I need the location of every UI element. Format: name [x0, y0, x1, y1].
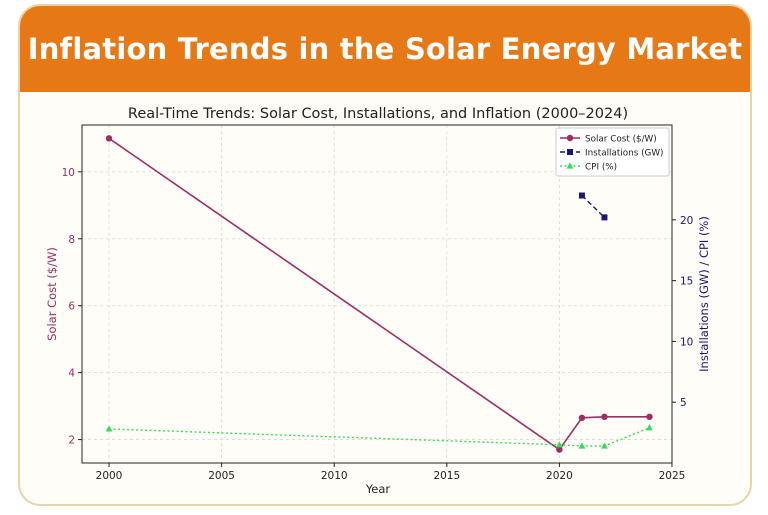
y-right-tick-label: 5: [680, 397, 687, 409]
series-line: [108, 137, 650, 451]
series-2: [105, 424, 653, 449]
data-point: [601, 214, 608, 221]
x-tick-label: 2000: [96, 470, 123, 482]
y-left-tick-label: 4: [68, 368, 75, 380]
x-tick-label: 2015: [433, 470, 460, 482]
series-layer: [105, 135, 653, 453]
legend-entry: CPI (%): [585, 163, 617, 173]
series-line: [581, 195, 605, 218]
page-title: Inflation Trends in the Solar Energy Mar…: [27, 32, 743, 66]
legend-marker: [566, 134, 574, 142]
data-point: [556, 446, 563, 453]
x-tick-label: 2010: [321, 470, 348, 482]
legend-box: [555, 127, 670, 177]
y-right-tick-label: 15: [680, 276, 693, 288]
infographic-card: Inflation Trends in the Solar Energy Mar…: [18, 4, 752, 506]
legend-entry: Installations (GW): [585, 149, 663, 159]
data-point: [646, 413, 653, 421]
legend-entry: Solar Cost ($/W): [585, 135, 657, 145]
y-right-tick-label: 20: [680, 215, 693, 227]
y-left-tick-label: 6: [68, 301, 75, 313]
x-tick-label: 2005: [208, 470, 235, 482]
data-point: [105, 135, 113, 142]
data-point: [601, 442, 608, 449]
y-right-axis-label: Installations (GW) / CPI (%): [697, 216, 711, 372]
legend: Solar Cost ($/W) Installations (GW) CPI (%…: [555, 127, 670, 177]
header-banner: Inflation Trends in the Solar Energy Mar…: [20, 6, 750, 92]
plot-frame: [81, 124, 673, 464]
legend-marker: [567, 149, 573, 155]
x-axis-label: Year: [365, 482, 391, 496]
data-point: [646, 424, 653, 431]
legend-marker: [566, 162, 574, 169]
data-point: [556, 441, 563, 448]
series-0: [105, 135, 653, 453]
y-left-axis-label: Solar Cost ($/W): [45, 247, 59, 341]
y-left-tick-label: 2: [68, 435, 75, 447]
y-left-tick-label: 8: [68, 234, 75, 246]
y-left-tick-label: 10: [62, 167, 75, 179]
data-point: [601, 413, 608, 421]
x-tick-label: 2020: [546, 470, 573, 482]
y-right-tick-label: 10: [680, 336, 693, 348]
x-tick-label: 2025: [659, 470, 686, 482]
data-point: [105, 425, 113, 432]
axis-ticks: 2000 2005 2010 2015 2020 2025 2 4 6 8 10 5 10 15 20: [62, 167, 694, 482]
data-point: [578, 442, 586, 449]
series-1: [578, 192, 608, 221]
chart-title: Real-Time Trends: Solar Cost, Installati…: [128, 106, 628, 122]
data-point: [578, 192, 585, 199]
data-point: [578, 414, 586, 422]
